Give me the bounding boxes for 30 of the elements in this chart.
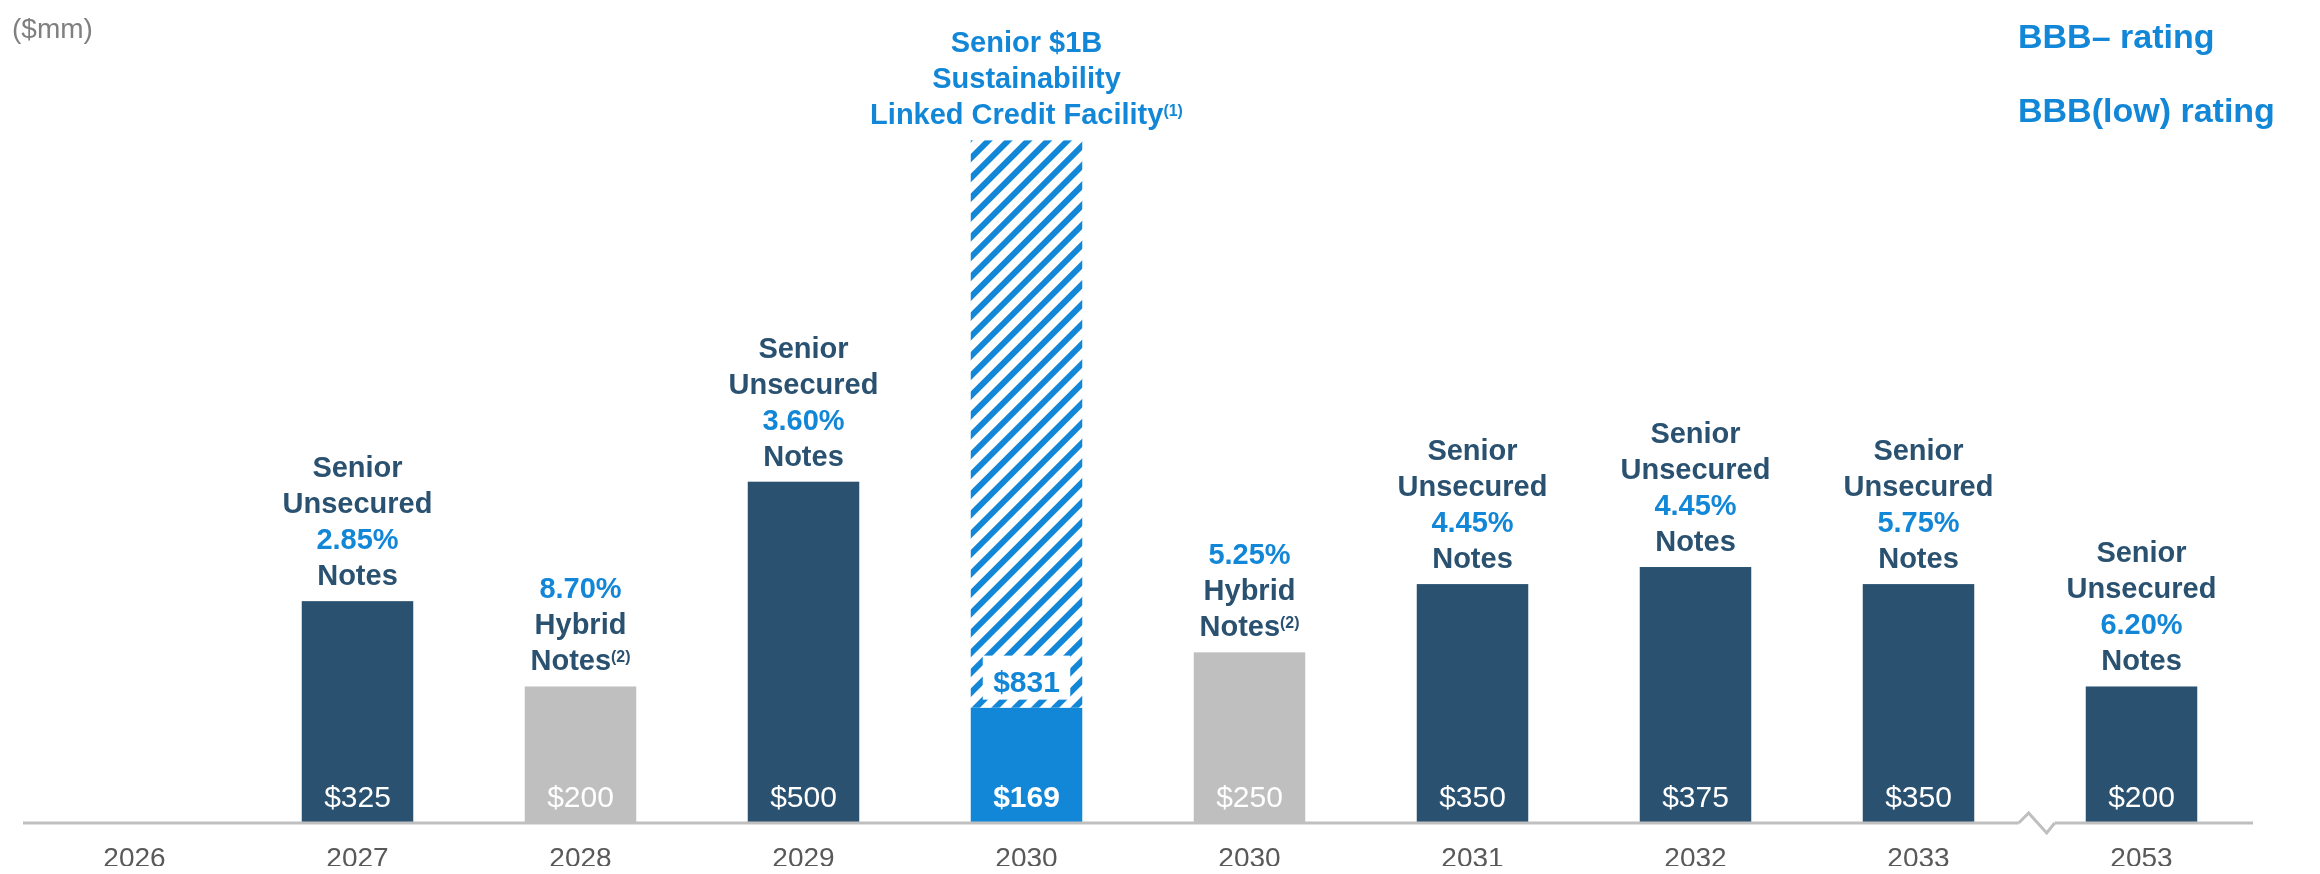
data-label: $350 bbox=[1439, 780, 1506, 813]
bar bbox=[747, 481, 860, 823]
data-label: $325 bbox=[324, 780, 391, 813]
data-label: $375 bbox=[1662, 780, 1729, 813]
data-label: $500 bbox=[770, 780, 837, 813]
bar bbox=[1862, 584, 1975, 823]
bar bbox=[970, 140, 1083, 708]
annotation: 8.70% Hybrid Notes$^{(2)}$ bbox=[530, 572, 631, 677]
annotation: Senior $1B Sustainability Linked Credit Facility$^{(1)}$ bbox=[870, 26, 1183, 131]
bar bbox=[2085, 686, 2198, 823]
data-label: $350 bbox=[1885, 780, 1952, 813]
annotation: Senior Unsecured 6.20% Notes bbox=[2066, 536, 2217, 677]
bar bbox=[970, 707, 1083, 823]
bar bbox=[301, 601, 414, 823]
annotation: Senior Unsecured 4.45% Notes bbox=[1397, 434, 1548, 575]
annotation: 5.25% Hybrid Notes$^{(2)}$ bbox=[1199, 538, 1300, 643]
data-label: $250 bbox=[1216, 780, 1283, 813]
data-label: $200 bbox=[2108, 780, 2175, 813]
annotation: Senior Unsecured 3.60% Notes bbox=[728, 331, 879, 472]
y-axis-title: ($mm) bbox=[12, 13, 93, 44]
data-label: $200 bbox=[547, 780, 614, 813]
annotation: Senior Unsecured 2.85% Notes bbox=[282, 451, 433, 592]
bar bbox=[1416, 584, 1529, 823]
data-label: $169 bbox=[993, 780, 1060, 813]
text: BBB– rating bbox=[2018, 17, 2215, 55]
data-label: $831 bbox=[993, 664, 1060, 698]
bar bbox=[1639, 567, 1752, 823]
text: BBB(low) rating bbox=[2018, 91, 2275, 129]
annotation: Senior Unsecured 4.45% Notes bbox=[1620, 417, 1771, 558]
annotation: Senior Unsecured 5.75% Notes bbox=[1843, 434, 1994, 575]
